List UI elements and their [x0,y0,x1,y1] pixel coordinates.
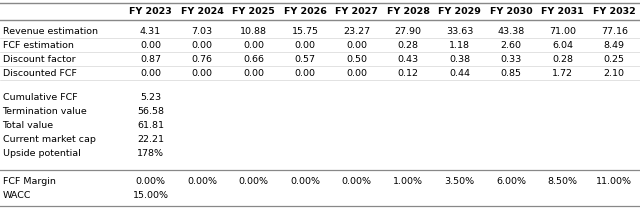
Text: 0.44: 0.44 [449,69,470,78]
Text: Upside potential: Upside potential [3,149,80,158]
Text: FCF estimation: FCF estimation [3,40,74,50]
Text: 0.85: 0.85 [500,69,522,78]
Text: 6.00%: 6.00% [496,177,526,185]
Text: FY 2023: FY 2023 [129,6,172,15]
Text: 15.75: 15.75 [292,27,319,36]
Text: 0.28: 0.28 [552,55,573,63]
Text: FY 2027: FY 2027 [335,6,378,15]
Text: 0.25: 0.25 [604,55,625,63]
Text: 0.66: 0.66 [243,55,264,63]
Text: 71.00: 71.00 [549,27,576,36]
Text: 0.00: 0.00 [191,69,212,78]
Text: 0.00: 0.00 [243,69,264,78]
Text: 43.38: 43.38 [497,27,525,36]
Text: Revenue estimation: Revenue estimation [3,27,97,36]
Text: 2.10: 2.10 [604,69,625,78]
Text: 5.23: 5.23 [140,93,161,101]
Text: 0.00%: 0.00% [290,177,320,185]
Text: 0.28: 0.28 [397,40,419,50]
Text: 0.00: 0.00 [346,40,367,50]
Text: Discount factor: Discount factor [3,55,75,63]
Text: 33.63: 33.63 [446,27,474,36]
Text: 0.00: 0.00 [191,40,212,50]
Text: 7.03: 7.03 [191,27,212,36]
Text: 0.12: 0.12 [397,69,419,78]
Text: 0.00: 0.00 [294,40,316,50]
Text: 0.43: 0.43 [397,55,419,63]
Text: FY 2028: FY 2028 [387,6,429,15]
Text: 56.58: 56.58 [137,107,164,116]
Text: 8.49: 8.49 [604,40,625,50]
Text: 1.18: 1.18 [449,40,470,50]
Text: 0.76: 0.76 [191,55,212,63]
Text: Total value: Total value [3,120,54,130]
Text: 0.00: 0.00 [140,40,161,50]
Text: FY 2031: FY 2031 [541,6,584,15]
Text: FY 2030: FY 2030 [490,6,532,15]
Text: 0.00%: 0.00% [187,177,217,185]
Text: 15.00%: 15.00% [132,191,168,200]
Text: 27.90: 27.90 [395,27,422,36]
Text: 3.50%: 3.50% [445,177,475,185]
Text: 0.00%: 0.00% [136,177,166,185]
Text: FY 2029: FY 2029 [438,6,481,15]
Text: 77.16: 77.16 [601,27,628,36]
Text: 1.72: 1.72 [552,69,573,78]
Text: 0.00%: 0.00% [239,177,269,185]
Text: FCF Margin: FCF Margin [3,177,56,185]
Text: 6.04: 6.04 [552,40,573,50]
Text: 0.00: 0.00 [294,69,316,78]
Text: FY 2026: FY 2026 [284,6,326,15]
Text: 10.88: 10.88 [240,27,267,36]
Text: FY 2032: FY 2032 [593,6,636,15]
Text: WACC: WACC [3,191,31,200]
Text: 0.00: 0.00 [243,40,264,50]
Text: 0.00: 0.00 [140,69,161,78]
Text: Discounted FCF: Discounted FCF [3,69,76,78]
Text: 0.00: 0.00 [346,69,367,78]
Text: 0.87: 0.87 [140,55,161,63]
Text: 4.31: 4.31 [140,27,161,36]
Text: 0.00%: 0.00% [342,177,372,185]
Text: 8.50%: 8.50% [548,177,578,185]
Text: 1.00%: 1.00% [393,177,423,185]
Text: Termination value: Termination value [3,107,87,116]
Text: 2.60: 2.60 [500,40,522,50]
Text: Cumulative FCF: Cumulative FCF [3,93,77,101]
Text: 22.21: 22.21 [137,135,164,143]
Text: Current market cap: Current market cap [3,135,95,143]
Text: FY 2024: FY 2024 [180,6,223,15]
Text: 0.33: 0.33 [500,55,522,63]
Text: 11.00%: 11.00% [596,177,632,185]
Text: FY 2025: FY 2025 [232,6,275,15]
Text: 23.27: 23.27 [343,27,370,36]
Text: 61.81: 61.81 [137,120,164,130]
Text: 0.50: 0.50 [346,55,367,63]
Text: 178%: 178% [137,149,164,158]
Text: 0.38: 0.38 [449,55,470,63]
Text: 0.57: 0.57 [294,55,316,63]
